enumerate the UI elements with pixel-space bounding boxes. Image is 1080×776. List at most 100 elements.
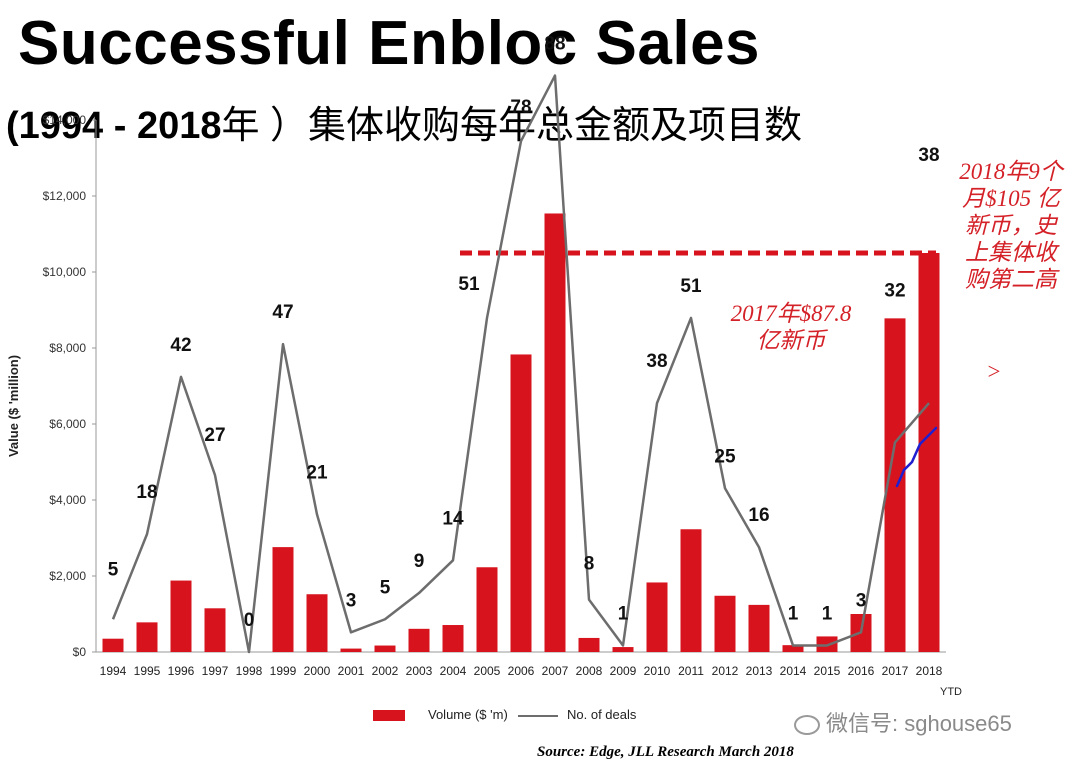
subtitle-years: (1994 - 2018 <box>6 105 222 147</box>
page-subtitle: (1994 - 2018年 ）集体收购每年总金额及项目数 <box>6 94 802 149</box>
deal-label: 32 <box>884 280 905 301</box>
deal-label: 27 <box>204 425 225 446</box>
x-tick-label: 1995 <box>134 664 161 678</box>
x-tick-label: 2013 <box>746 664 773 678</box>
bar-2003 <box>408 628 430 652</box>
annotation-2018: 2018年9个 月$105 亿 新币，史 上集体收 购第二高 <box>946 158 1076 293</box>
x-tick-label: 2015 <box>814 664 841 678</box>
source-note: Source: Edge, JLL Research March 2018 <box>537 744 794 760</box>
annotation-arrow: > <box>987 359 1001 384</box>
bar-2009 <box>612 647 634 652</box>
bar-1994 <box>102 638 124 652</box>
x-tick-label: 2002 <box>372 664 399 678</box>
x-tick-label: 2007 <box>542 664 569 678</box>
bar-2004 <box>442 625 464 652</box>
y-axis-label: Value ($ 'million) <box>6 355 21 457</box>
deal-label: 42 <box>170 335 191 356</box>
deal-label: 16 <box>748 505 769 526</box>
watermark: 微信号: sghouse65 <box>794 706 1012 738</box>
annotation-2018-line: 2018年9个 <box>959 159 1063 184</box>
x-tick-label: 2009 <box>610 664 637 678</box>
annotation-2017-line: 2017年$87.8 <box>730 301 852 326</box>
deal-label: 3 <box>856 590 867 611</box>
bar-2008 <box>578 637 600 652</box>
x-tick-label: 2000 <box>304 664 331 678</box>
deal-label: 21 <box>306 462 328 483</box>
deal-label: 38 <box>918 145 939 166</box>
x-tick-label: 2001 <box>338 664 365 678</box>
legend-volume-swatch <box>373 710 405 721</box>
bar-1995 <box>136 622 158 652</box>
trend-stroke <box>895 426 938 488</box>
annotation-2017-line: 亿新币 <box>756 328 826 353</box>
bar-2018 <box>918 253 940 652</box>
deal-label: 78 <box>510 97 531 118</box>
wechat-icon <box>794 715 820 736</box>
annotation-2018-line: 购第二高 <box>965 267 1057 292</box>
deal-label: 38 <box>646 351 667 372</box>
x-tick-label: 2005 <box>474 664 501 678</box>
y-tick-label: $8,000 <box>49 341 86 355</box>
deal-label: 1 <box>822 603 833 624</box>
deal-label: 1 <box>788 603 799 624</box>
deals-line <box>111 74 930 654</box>
y-tick-label: $6,000 <box>49 417 86 431</box>
deal-label: 1 <box>618 603 629 624</box>
x-tick-label: 2018 <box>916 664 943 678</box>
deal-label: 14 <box>442 508 464 529</box>
annotation-2017: 2017年$87.8 亿新币 <box>706 300 876 354</box>
bar-2017 <box>884 318 906 652</box>
x-tick-label: 1996 <box>168 664 195 678</box>
x-tick-label: 2010 <box>644 664 671 678</box>
x-tick-label: 2012 <box>712 664 739 678</box>
x-tick-label: 2004 <box>440 664 467 678</box>
x-tick-label: 2016 <box>848 664 875 678</box>
x-tick-label: 2014 <box>780 664 807 678</box>
bar-2012 <box>714 595 736 652</box>
x-tick-label: 2017 <box>882 664 909 678</box>
y-tick-label: $2,000 <box>49 569 86 583</box>
annotation-2018-line: 上集体收 <box>965 240 1057 265</box>
x-tick-label: 1994 <box>100 664 127 678</box>
deal-label: 88 <box>544 34 565 55</box>
y-tick-label: $10,000 <box>43 265 87 279</box>
y-tick-label: $4,000 <box>49 493 86 507</box>
deal-label: 0 <box>244 610 255 631</box>
legend-volume-label: Volume ($ 'm) <box>428 707 508 722</box>
annotation-2018-line: 新币，史 <box>965 213 1057 238</box>
deal-label: 8 <box>584 554 595 575</box>
bar-1996 <box>170 580 192 652</box>
y-tick-label: $12,000 <box>43 189 87 203</box>
subtitle-chinese: 年 ）集体收购每年总金额及项目数 <box>221 105 803 147</box>
x-tick-label: 1997 <box>202 664 229 678</box>
x-tick-label: 2011 <box>678 664 704 678</box>
page-title: Successful Enbloc Sales <box>18 9 761 78</box>
bar-2000 <box>306 594 328 652</box>
deal-label: 3 <box>346 590 357 611</box>
x-tick-label: 2006 <box>508 664 535 678</box>
deal-label: 5 <box>108 559 119 580</box>
watermark-text: 微信号: sghouse65 <box>826 711 1012 736</box>
bar-2002 <box>374 645 396 652</box>
deal-label: 18 <box>136 482 157 503</box>
bar-2013 <box>748 604 770 652</box>
x-tick-label: 2003 <box>406 664 433 678</box>
annotation-2018-line: 月$105 亿 <box>962 186 1060 211</box>
bar-2014 <box>782 645 804 652</box>
bar-2010 <box>646 582 668 652</box>
deal-label: 47 <box>272 302 293 323</box>
y-tick-label: $14,000 <box>43 113 87 127</box>
deal-label: 9 <box>414 551 425 572</box>
bar-1999 <box>272 547 294 652</box>
x-tick-label: 2008 <box>576 664 603 678</box>
deal-label: 51 <box>680 276 702 297</box>
legend-deals-label: No. of deals <box>567 707 637 722</box>
bar-2007 <box>544 213 566 653</box>
x-tick-label: 1999 <box>270 664 297 678</box>
bar-2001 <box>340 648 362 652</box>
bar-2011 <box>680 529 702 652</box>
x-tick-ytd-label: YTD <box>940 686 962 698</box>
bar-2005 <box>476 567 498 652</box>
deal-label: 25 <box>714 446 736 467</box>
deal-label: 51 <box>458 274 480 295</box>
